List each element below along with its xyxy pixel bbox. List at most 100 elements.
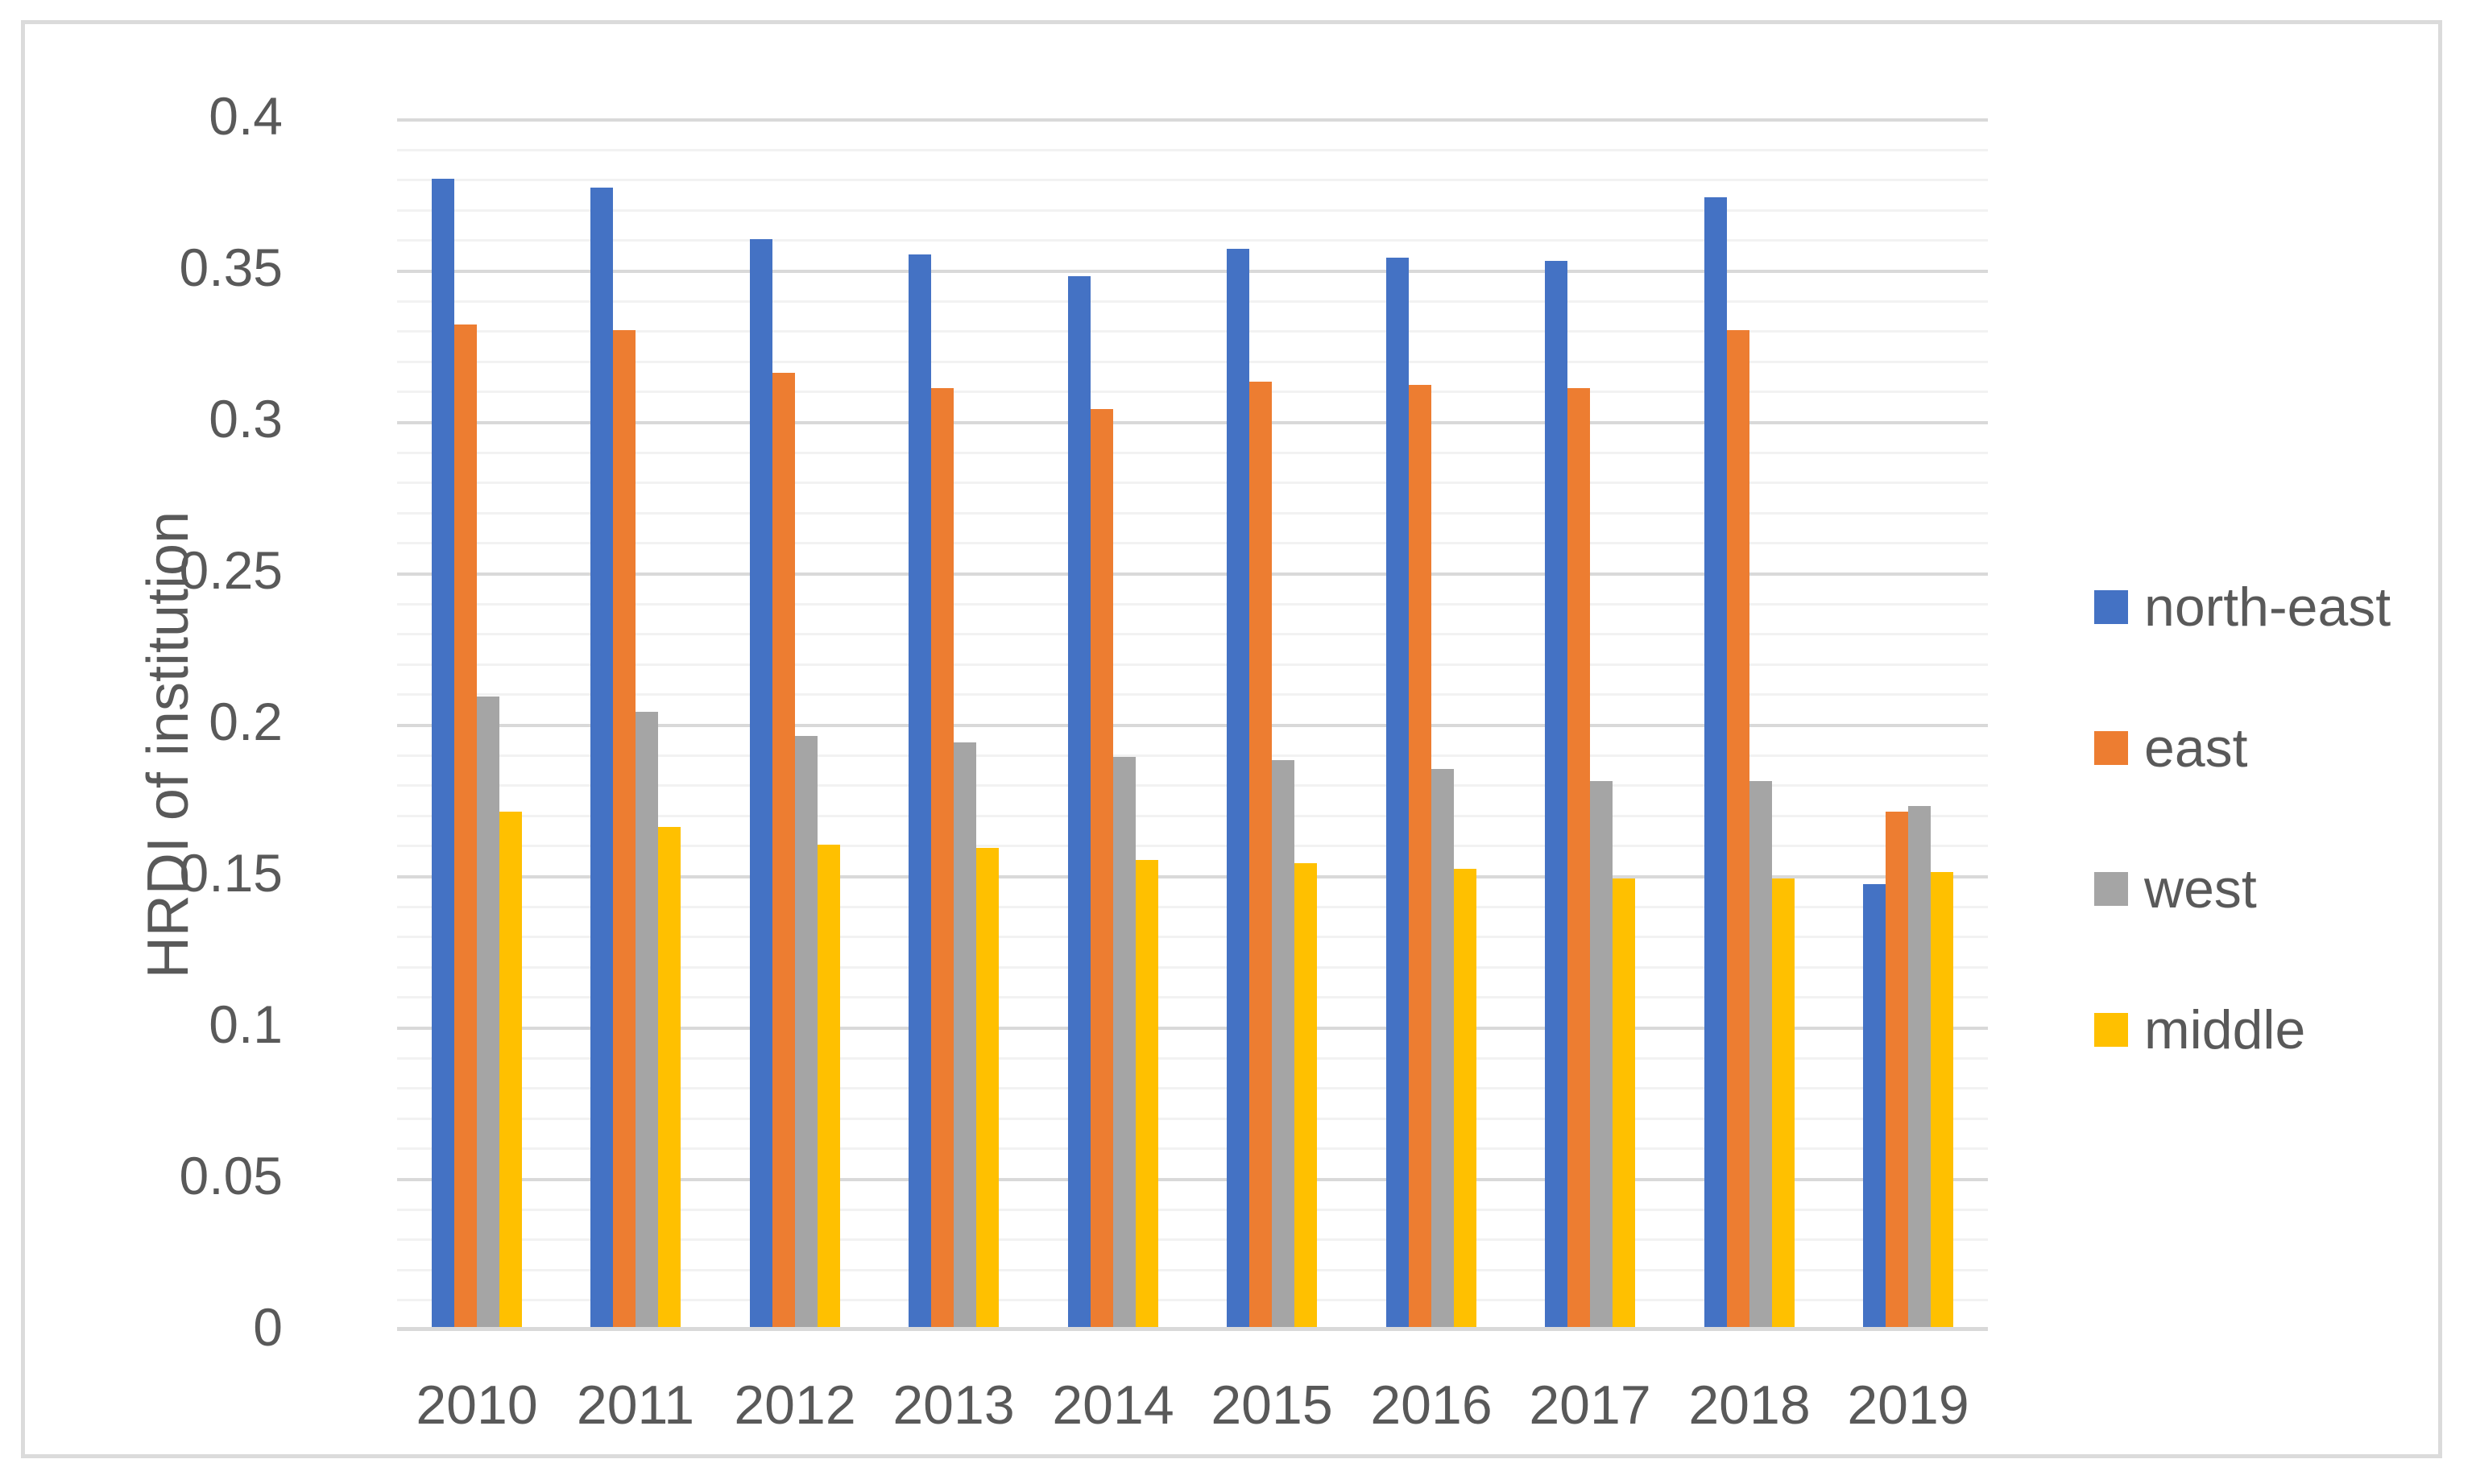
bar-group-2011 xyxy=(590,188,681,1329)
bar-middle-2019 xyxy=(1931,872,1953,1329)
bar-west-2015 xyxy=(1272,760,1294,1329)
gridline-major xyxy=(397,724,1988,727)
gridline-minor xyxy=(397,1209,1988,1211)
bar-north-east-2012 xyxy=(750,239,772,1329)
bar-west-2017 xyxy=(1590,781,1613,1329)
bar-group-2015 xyxy=(1227,249,1317,1329)
bar-east-2015 xyxy=(1249,382,1272,1329)
gridline-minor xyxy=(397,815,1988,817)
gridline-major xyxy=(397,421,1988,424)
gridline-minor xyxy=(397,149,1988,151)
gridline-major xyxy=(397,573,1988,576)
gridline-minor xyxy=(397,1087,1988,1089)
y-tick-label-0.4: 0.4 xyxy=(209,85,283,146)
gridline-minor xyxy=(397,542,1988,544)
gridline-minor xyxy=(397,512,1988,515)
bar-middle-2013 xyxy=(976,848,999,1329)
gridline-major xyxy=(397,1178,1988,1181)
bar-east-2016 xyxy=(1409,385,1431,1329)
bar-group-2016 xyxy=(1386,258,1476,1329)
gridline-minor xyxy=(397,663,1988,666)
bar-north-east-2013 xyxy=(909,254,931,1329)
gridline-major xyxy=(397,875,1988,878)
bar-east-2019 xyxy=(1886,812,1908,1329)
bar-north-east-2014 xyxy=(1068,276,1091,1329)
plot-area xyxy=(397,118,1988,1331)
bar-middle-2018 xyxy=(1772,878,1795,1329)
bar-west-2013 xyxy=(954,742,976,1329)
gridline-minor xyxy=(397,845,1988,847)
bar-middle-2014 xyxy=(1136,860,1158,1329)
y-tick-label-0.3: 0.3 xyxy=(209,388,283,449)
x-tick-label-2016: 2016 xyxy=(1370,1374,1493,1436)
gridline-minor xyxy=(397,209,1988,212)
y-tick-label-0: 0 xyxy=(253,1296,283,1357)
x-tick-label-2019: 2019 xyxy=(1847,1374,1969,1436)
legend-item-north-east: north-east xyxy=(2094,576,2391,639)
bar-north-east-2019 xyxy=(1863,884,1886,1329)
gridline-minor xyxy=(397,693,1988,696)
bar-middle-2017 xyxy=(1613,878,1635,1329)
gridline-minor xyxy=(397,361,1988,363)
x-tick-label-2012: 2012 xyxy=(734,1374,856,1436)
bar-west-2018 xyxy=(1749,781,1772,1329)
bar-north-east-2015 xyxy=(1227,249,1249,1329)
bar-east-2014 xyxy=(1091,409,1113,1329)
y-tick-label-0.25: 0.25 xyxy=(179,539,283,600)
y-tick-label-0.15: 0.15 xyxy=(179,842,283,903)
legend-label-north-east: north-east xyxy=(2144,577,2391,638)
y-tick-label-0.35: 0.35 xyxy=(179,237,283,297)
bar-west-2012 xyxy=(795,736,818,1329)
gridline-minor xyxy=(397,996,1988,998)
legend-swatch-west xyxy=(2094,872,2128,906)
bar-north-east-2016 xyxy=(1386,258,1409,1329)
gridline-minor xyxy=(397,1147,1988,1150)
bar-east-2012 xyxy=(772,373,795,1329)
gridline-minor xyxy=(397,391,1988,393)
gridline-major xyxy=(397,270,1988,273)
gridline-minor xyxy=(397,633,1988,635)
bar-group-2014 xyxy=(1068,276,1158,1329)
bar-group-2019 xyxy=(1863,806,1953,1329)
chart-frame-border: HRDI of institution 0 0.05 0.1 0.15 0.2 0.25 0… xyxy=(21,20,2442,1458)
gridline-minor xyxy=(397,1118,1988,1120)
bar-middle-2015 xyxy=(1294,863,1317,1329)
bar-north-east-2018 xyxy=(1704,197,1727,1329)
gridline-minor xyxy=(397,1057,1988,1060)
bar-group-2017 xyxy=(1545,261,1635,1329)
gridline-minor xyxy=(397,1299,1988,1301)
x-tick-label-2011: 2011 xyxy=(576,1374,695,1436)
bar-east-2018 xyxy=(1727,330,1749,1329)
gridline-minor xyxy=(397,239,1988,242)
bar-middle-2016 xyxy=(1454,869,1476,1329)
bar-middle-2012 xyxy=(818,845,840,1329)
bar-group-2018 xyxy=(1704,197,1795,1329)
x-tick-label-2014: 2014 xyxy=(1052,1374,1174,1436)
gridline-minor xyxy=(397,603,1988,606)
legend: north-east east west middle xyxy=(2094,576,2391,1139)
bar-middle-2010 xyxy=(499,812,522,1329)
gridline-minor xyxy=(397,1238,1988,1241)
bar-group-2013 xyxy=(909,254,999,1329)
y-tick-label-0.2: 0.2 xyxy=(209,691,283,751)
bar-west-2011 xyxy=(636,712,658,1329)
gridline-minor xyxy=(397,784,1988,787)
gridline-minor xyxy=(397,482,1988,484)
gridline-minor xyxy=(397,179,1988,181)
legend-label-east: east xyxy=(2144,717,2248,779)
bar-east-2011 xyxy=(613,330,636,1329)
gridline-minor xyxy=(397,754,1988,757)
gridline-major xyxy=(397,118,1988,122)
gridline-minor xyxy=(397,966,1988,969)
legend-swatch-east xyxy=(2094,731,2128,765)
gridline-minor xyxy=(397,330,1988,333)
x-axis-line xyxy=(397,1327,1988,1331)
gridline-minor xyxy=(397,936,1988,938)
gridline-minor xyxy=(397,906,1988,908)
gridline-minor xyxy=(397,452,1988,454)
x-tick-label-2017: 2017 xyxy=(1529,1374,1651,1436)
bar-middle-2011 xyxy=(658,827,681,1329)
y-tick-label-0.1: 0.1 xyxy=(209,994,283,1054)
bar-west-2010 xyxy=(477,697,499,1329)
